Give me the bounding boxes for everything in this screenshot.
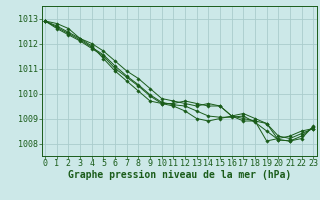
X-axis label: Graphe pression niveau de la mer (hPa): Graphe pression niveau de la mer (hPa) (68, 170, 291, 180)
